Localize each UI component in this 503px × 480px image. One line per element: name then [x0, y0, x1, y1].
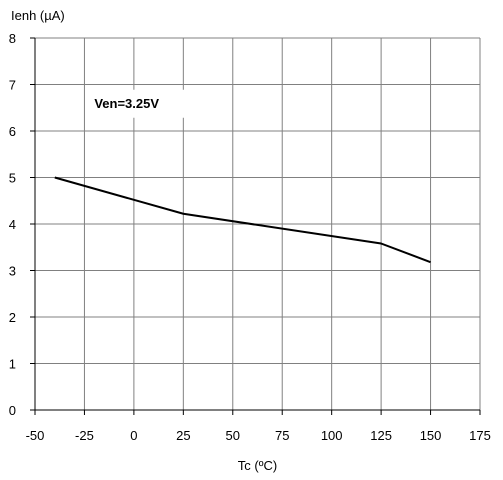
y-tick-label: 7	[9, 78, 16, 93]
y-tick-label: 8	[9, 31, 16, 46]
x-tick-label: 175	[469, 428, 491, 443]
y-tick-label: 2	[9, 310, 16, 325]
axes	[30, 37, 481, 415]
annotation-ven: Ven=3.25V	[94, 96, 159, 111]
x-tick-label: 25	[176, 428, 190, 443]
x-tick-label: 75	[275, 428, 289, 443]
x-tick-label: 0	[130, 428, 137, 443]
x-tick-label: -50	[26, 428, 45, 443]
annotations: Ven=3.25V	[86, 89, 187, 118]
x-tick-label: 150	[420, 428, 442, 443]
y-tick-label: 5	[9, 171, 16, 186]
series-line-0	[54, 176, 431, 264]
x-tick-label: 125	[370, 428, 392, 443]
y-tick-label: 0	[9, 403, 16, 418]
x-tick-label: 50	[226, 428, 240, 443]
y-axis-label: Ienh (µA)	[11, 8, 65, 23]
tick-labels: -50 -25 0 25 50 75 100 125 150 175 0 1 2 3 4 5 6 7 8	[9, 31, 491, 443]
y-tick-label: 6	[9, 124, 16, 139]
annotation-background	[86, 89, 187, 118]
x-axis-label: Tc (ºC)	[238, 458, 277, 473]
y-tick-label: 4	[9, 217, 16, 232]
series	[54, 176, 431, 264]
x-tick-label: 100	[321, 428, 343, 443]
y-tick-label: 1	[9, 357, 16, 372]
y-tick-label: 3	[9, 264, 16, 279]
x-tick-label: -25	[75, 428, 94, 443]
